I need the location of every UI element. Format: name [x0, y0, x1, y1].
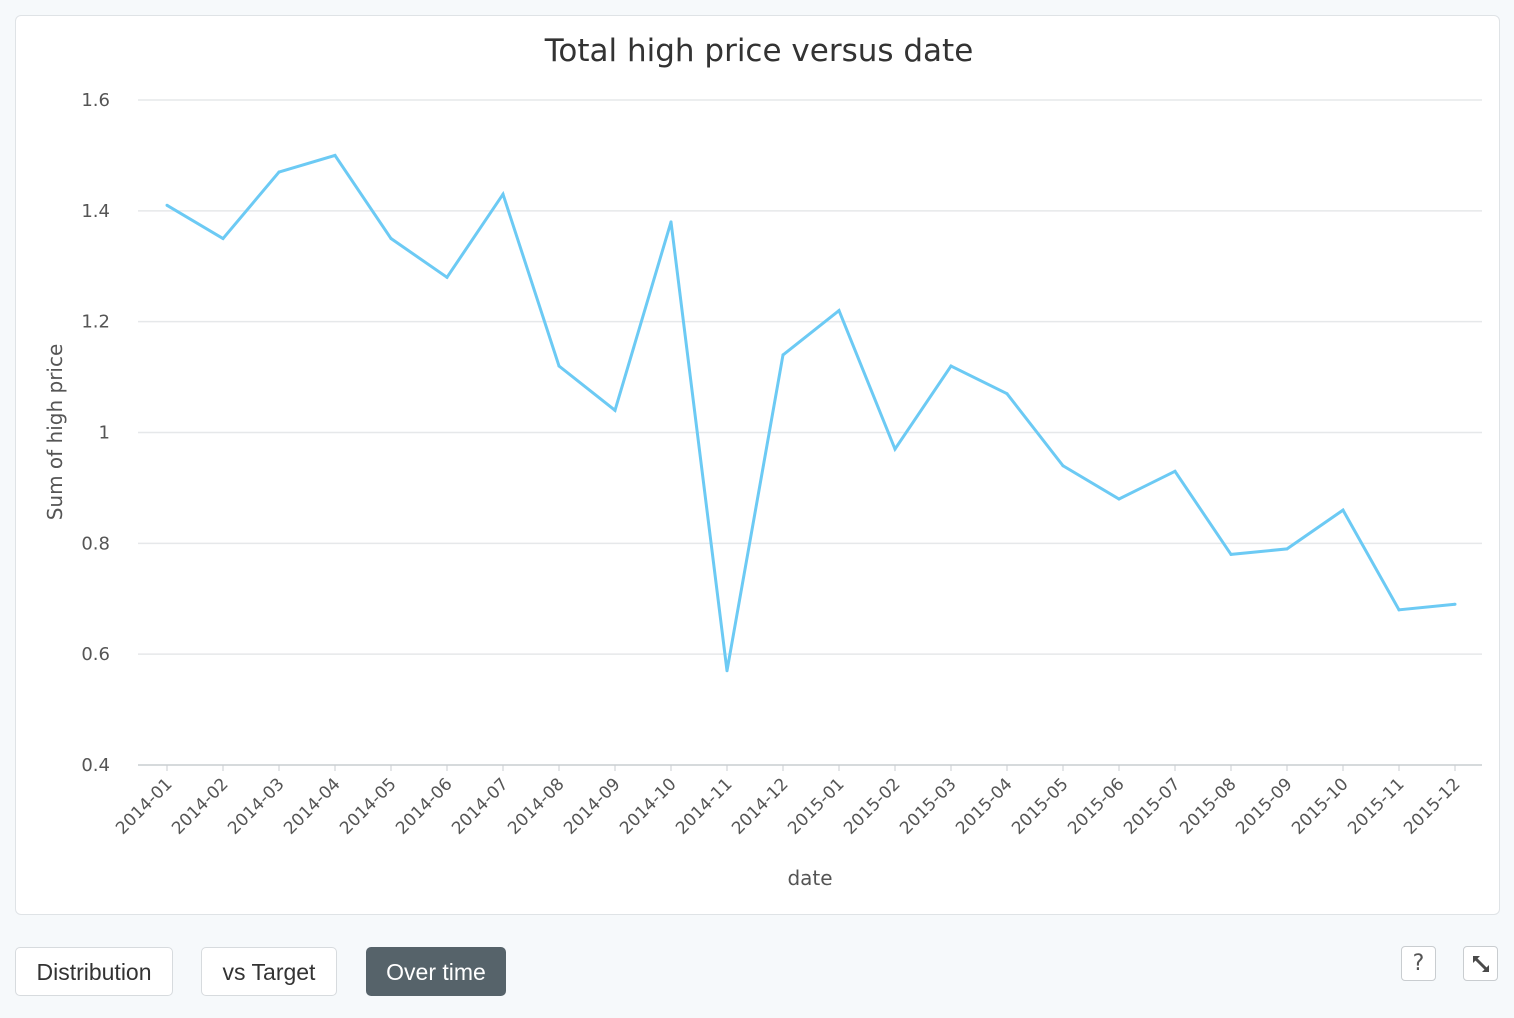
data-point: [669, 220, 673, 224]
data-point: [333, 153, 337, 157]
x-tick-label: 2014-03: [224, 774, 288, 838]
chart-card: Total high price versus date Sum of high…: [15, 15, 1500, 915]
data-point: [1005, 392, 1009, 396]
y-tick-label: 0.4: [81, 755, 110, 776]
data-point: [1453, 602, 1457, 606]
series-line: [166, 153, 1456, 672]
data-point: [1117, 497, 1121, 501]
x-tick-label: 2014-02: [168, 774, 232, 838]
tab-vs-target[interactable]: vs Target: [201, 947, 337, 996]
grid-lines: [138, 99, 1482, 766]
y-tick-label: 1: [99, 423, 110, 444]
x-tick-label: 2015-09: [1232, 774, 1296, 838]
data-point: [949, 364, 953, 368]
x-tick-labels: 2014-012014-022014-032014-042014-052014-…: [112, 765, 1465, 839]
x-tick-label: 2015-07: [1120, 774, 1184, 838]
y-tick-label: 1.2: [81, 312, 110, 333]
expand-button[interactable]: [1463, 946, 1498, 981]
data-point: [165, 203, 169, 207]
x-tick-label: 2015-06: [1064, 774, 1128, 838]
data-point: [557, 364, 561, 368]
x-tick-label: 2014-09: [560, 774, 624, 838]
x-tick-label: 2015-11: [1344, 774, 1408, 838]
x-tick-label: 2015-08: [1176, 774, 1240, 838]
data-point: [501, 192, 505, 196]
x-tick-label: 2014-06: [392, 774, 456, 838]
tab-distribution[interactable]: Distribution: [15, 947, 173, 996]
x-tick-label: 2015-05: [1008, 774, 1072, 838]
y-axis-label: Sum of high price: [43, 344, 67, 521]
y-tick-label: 0.6: [81, 644, 110, 665]
help-button[interactable]: ?: [1401, 946, 1436, 981]
x-tick-label: 2014-04: [280, 774, 344, 838]
data-point: [277, 170, 281, 174]
x-tick-label: 2014-10: [616, 774, 680, 838]
x-tick-label: 2014-07: [448, 774, 512, 838]
data-point: [781, 353, 785, 357]
x-axis-label: date: [787, 866, 832, 890]
data-point: [221, 237, 225, 241]
x-tick-label: 2014-11: [672, 774, 736, 838]
data-point: [389, 237, 393, 241]
data-point: [445, 275, 449, 279]
y-tick-labels: 0.4 0.6 0.8 1 1.2 1.4 1.6: [81, 90, 110, 776]
x-tick-label: 2014-08: [504, 774, 568, 838]
x-tick-label: 2014-12: [728, 774, 792, 838]
x-tick-label: 2014-01: [112, 774, 176, 838]
x-tick-label: 2014-05: [336, 774, 400, 838]
data-point: [1285, 547, 1289, 551]
data-point: [1173, 469, 1177, 473]
line-chart: Total high price versus date Sum of high…: [43, 33, 1482, 890]
x-tick-label: 2015-04: [952, 774, 1016, 838]
series-lines: [165, 153, 1457, 673]
data-point: [613, 408, 617, 412]
data-point: [1229, 552, 1233, 556]
y-tick-label: 1.6: [81, 90, 110, 111]
x-tick-label: 2015-01: [784, 774, 848, 838]
x-tick-label: 2015-03: [896, 774, 960, 838]
tab-over-time[interactable]: Over time: [366, 947, 506, 996]
data-point: [725, 669, 729, 673]
y-tick-label: 1.4: [81, 201, 110, 222]
x-tick-label: 2015-10: [1288, 774, 1352, 838]
chart-title: Total high price versus date: [544, 33, 974, 69]
data-point: [1341, 508, 1345, 512]
data-point: [1061, 464, 1065, 468]
expand-icon: [1472, 955, 1489, 972]
data-point: [837, 309, 841, 313]
x-tick-label: 2015-02: [840, 774, 904, 838]
y-tick-label: 0.8: [81, 533, 110, 554]
help-icon: ?: [1412, 950, 1425, 976]
data-point: [1397, 608, 1401, 612]
data-point: [893, 447, 897, 451]
x-tick-label: 2015-12: [1400, 774, 1464, 838]
